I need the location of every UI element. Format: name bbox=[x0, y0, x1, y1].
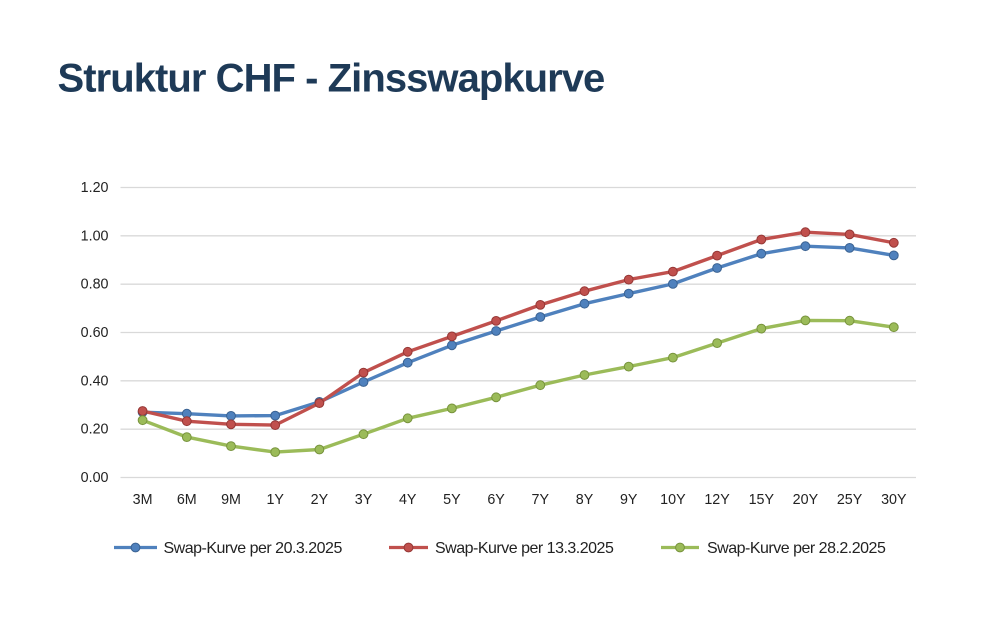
svg-text:Swap-Kurve per 28.2.2025: Swap-Kurve per 28.2.2025 bbox=[707, 540, 886, 557]
svg-text:0.60: 0.60 bbox=[81, 325, 109, 341]
svg-text:7Y: 7Y bbox=[532, 492, 550, 508]
svg-text:12Y: 12Y bbox=[704, 492, 730, 508]
svg-text:3M: 3M bbox=[133, 492, 153, 508]
svg-text:9M: 9M bbox=[221, 492, 241, 508]
svg-text:Struktur CHF - Zinsswapkurve: Struktur CHF - Zinsswapkurve bbox=[58, 57, 605, 101]
svg-text:1.20: 1.20 bbox=[81, 180, 109, 196]
svg-text:30Y: 30Y bbox=[881, 492, 907, 508]
svg-text:2Y: 2Y bbox=[311, 492, 329, 508]
svg-text:9Y: 9Y bbox=[620, 492, 638, 508]
svg-text:0.80: 0.80 bbox=[81, 277, 109, 293]
svg-text:1Y: 1Y bbox=[266, 492, 284, 508]
svg-text:6Y: 6Y bbox=[487, 492, 505, 508]
svg-text:Swap-Kurve per 20.3.2025: Swap-Kurve per 20.3.2025 bbox=[164, 540, 343, 557]
svg-text:0.40: 0.40 bbox=[81, 373, 109, 389]
svg-text:25Y: 25Y bbox=[837, 492, 863, 508]
svg-text:Swap-Kurve per 13.3.2025: Swap-Kurve per 13.3.2025 bbox=[435, 540, 614, 557]
svg-text:6M: 6M bbox=[177, 492, 197, 508]
svg-text:8Y: 8Y bbox=[576, 492, 594, 508]
svg-text:3Y: 3Y bbox=[355, 492, 373, 508]
svg-text:5Y: 5Y bbox=[443, 492, 461, 508]
svg-text:0.00: 0.00 bbox=[81, 470, 109, 486]
svg-text:0.20: 0.20 bbox=[81, 422, 109, 438]
svg-text:10Y: 10Y bbox=[660, 492, 686, 508]
svg-text:15Y: 15Y bbox=[749, 492, 775, 508]
svg-text:1.00: 1.00 bbox=[81, 228, 109, 244]
svg-text:20Y: 20Y bbox=[793, 492, 819, 508]
svg-text:4Y: 4Y bbox=[399, 492, 417, 508]
